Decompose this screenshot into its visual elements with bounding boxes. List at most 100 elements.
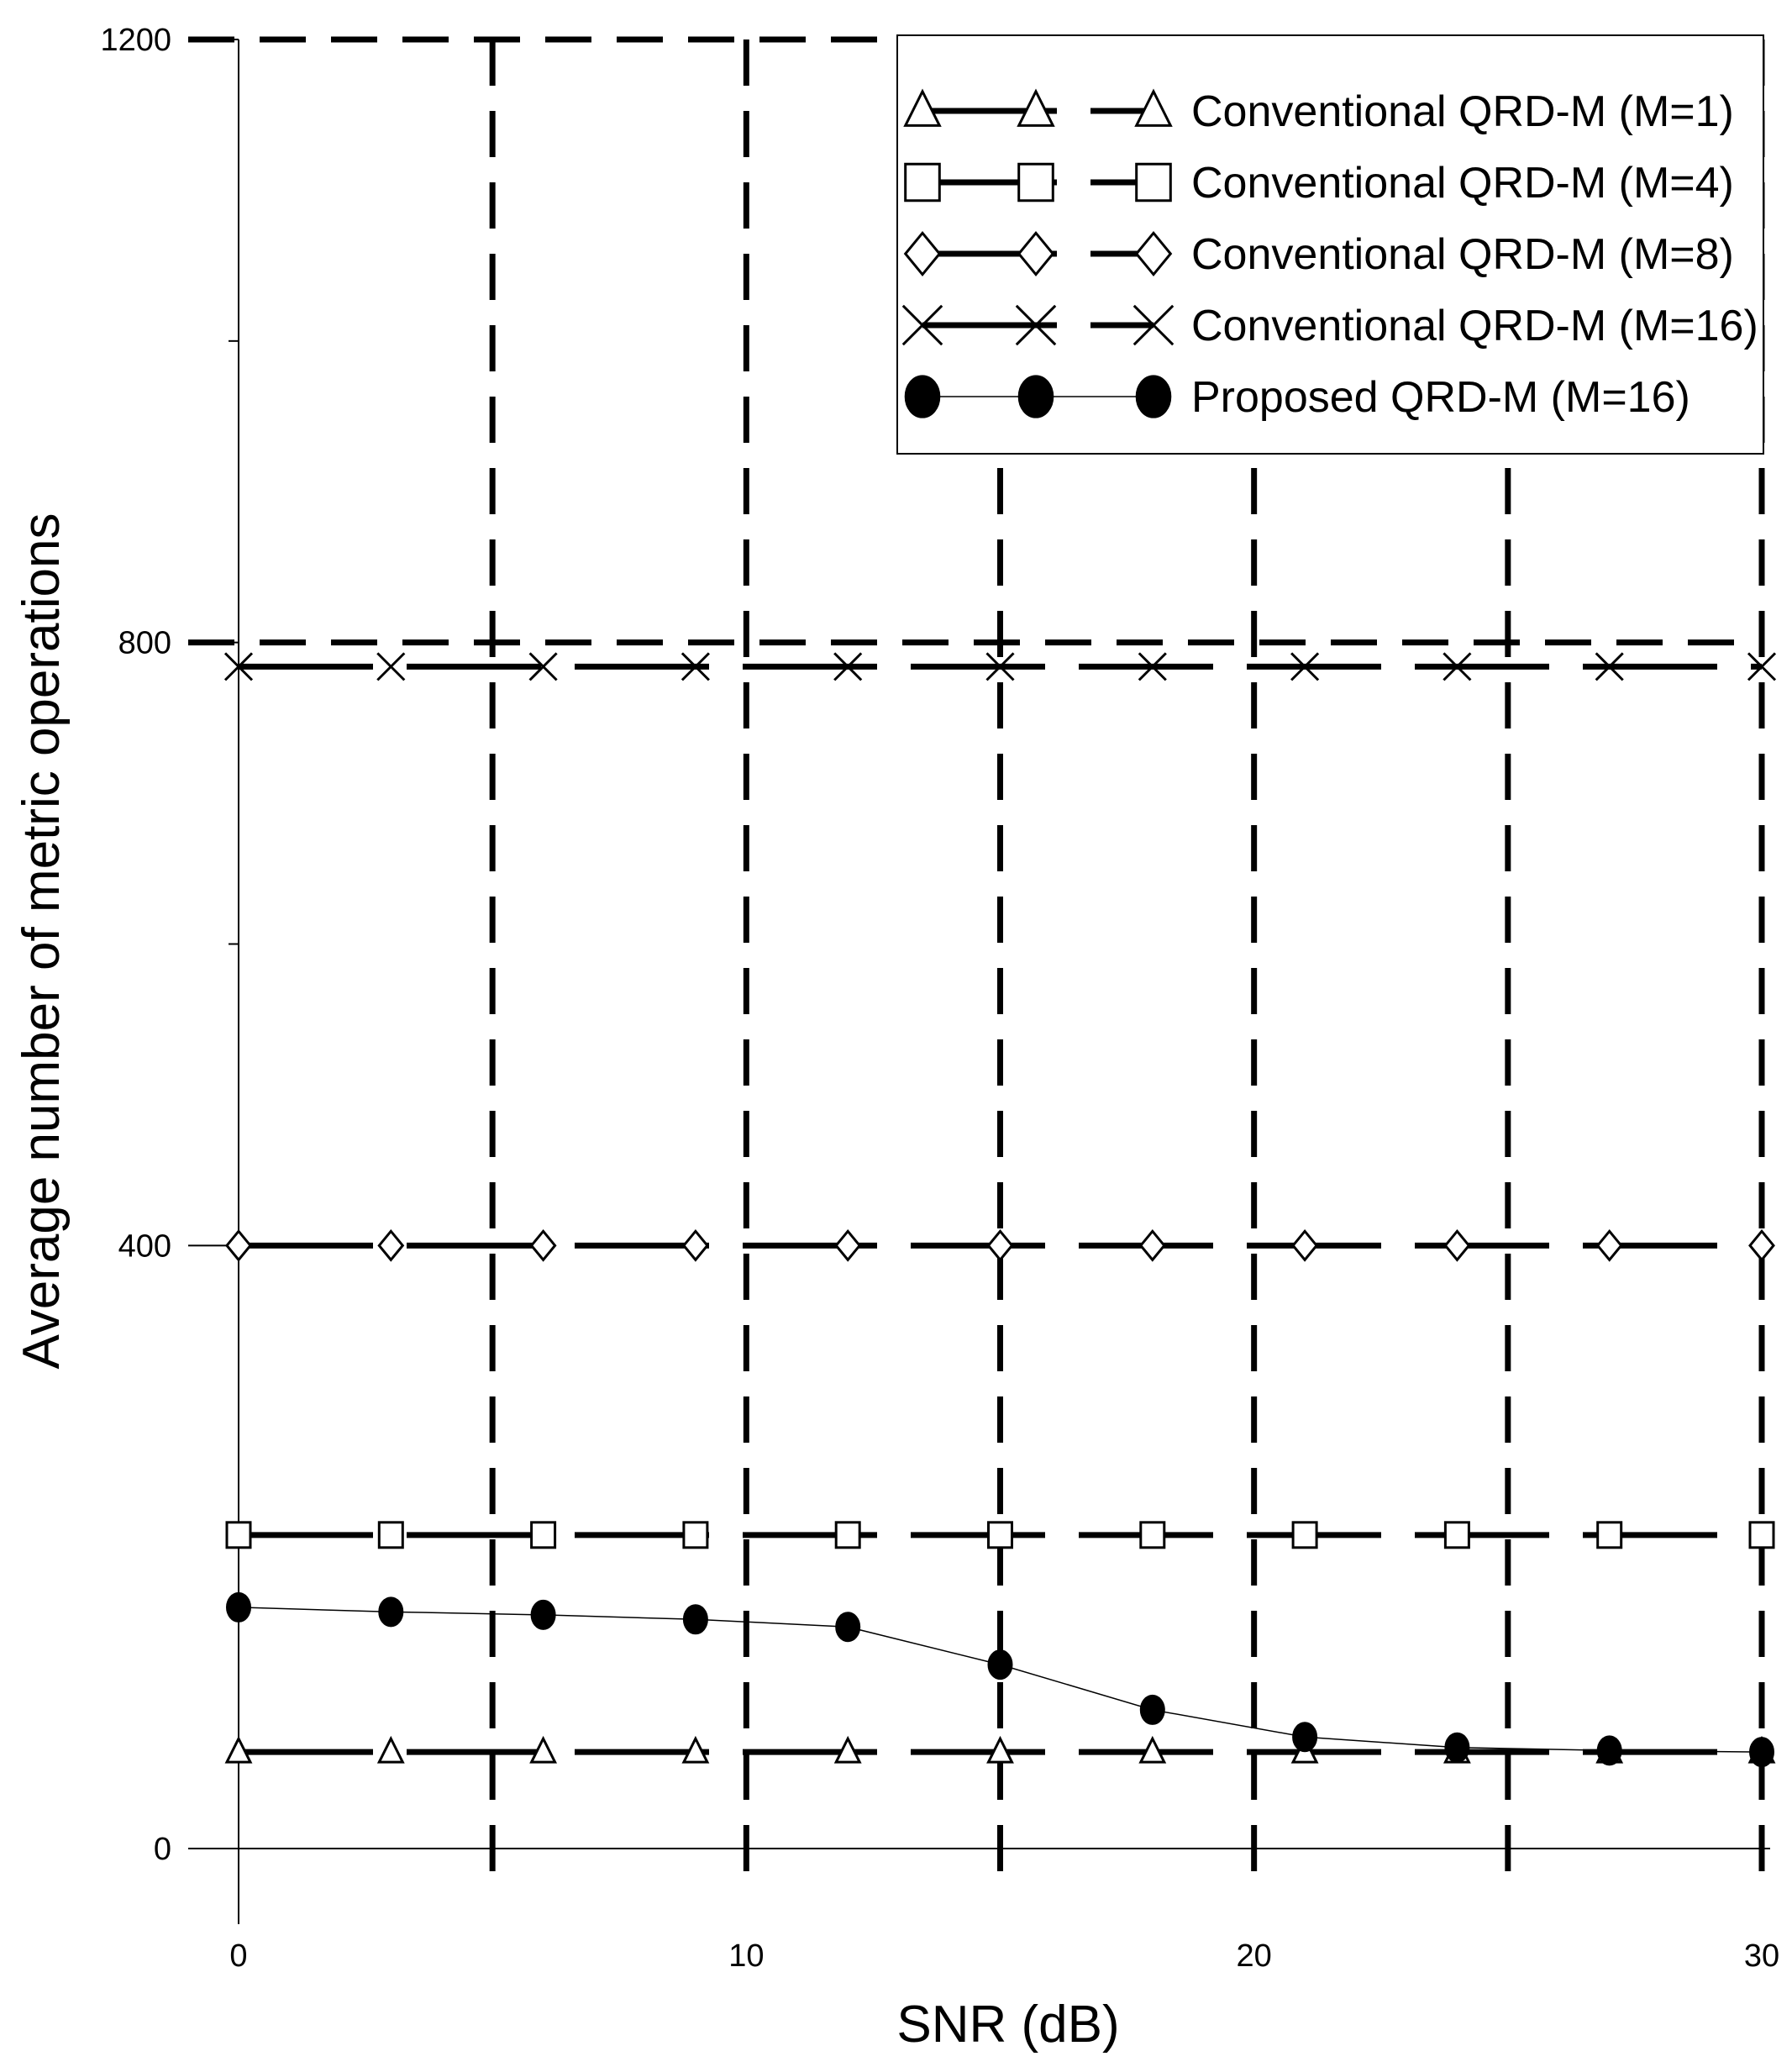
x-marker-stroke — [901, 304, 943, 346]
filled-circle-marker — [904, 375, 941, 418]
x-marker — [1595, 652, 1624, 681]
x-marker — [528, 652, 558, 681]
diamond-marker — [1138, 1228, 1166, 1262]
square-marker — [987, 1521, 1013, 1549]
series-2 — [225, 1521, 1775, 1549]
square-marker — [1291, 1521, 1318, 1549]
triangle-marker — [986, 1735, 1014, 1764]
triangle-marker — [1134, 88, 1173, 127]
x-marker-stroke — [376, 652, 406, 681]
diamond-marker — [681, 1228, 709, 1262]
x-marker-stroke — [1290, 652, 1320, 681]
triangle-marker — [1017, 88, 1055, 127]
triangle-marker — [1138, 1735, 1167, 1764]
y-tick-label: 1200 — [100, 23, 171, 58]
triangle-marker — [376, 1735, 405, 1764]
x-marker-stroke — [1595, 652, 1624, 681]
diamond-marker — [1017, 230, 1055, 277]
square-marker — [682, 1521, 709, 1549]
series-1 — [224, 1735, 1776, 1764]
legend-label: Conventional QRD-M (M=1) — [1191, 87, 1734, 136]
filled-circle-marker — [1017, 375, 1054, 418]
filled-circle-marker — [1135, 375, 1172, 418]
triangle-marker — [224, 1735, 253, 1764]
x-marker — [1290, 652, 1320, 681]
square-marker — [1596, 1521, 1623, 1549]
square-marker — [904, 162, 941, 202]
x-marker — [376, 652, 406, 681]
square-marker — [1443, 1521, 1470, 1549]
x-marker-stroke — [681, 652, 710, 681]
filled-circle-marker — [1444, 1732, 1470, 1763]
diamond-marker — [377, 1228, 405, 1262]
filled-circle-marker — [530, 1599, 556, 1630]
filled-circle-marker — [1292, 1722, 1318, 1753]
legend-entry: Conventional QRD-M (M=1) — [903, 87, 1734, 136]
series-layer — [223, 652, 1777, 1768]
diamond-marker — [986, 1228, 1014, 1262]
axis-labels: SNR (dB) Average number of metric operat… — [13, 23, 1779, 2054]
x-marker-stroke — [1015, 304, 1057, 346]
square-marker — [1139, 1521, 1166, 1549]
x-tick-label: 30 — [1744, 1938, 1779, 1974]
diamond-marker — [225, 1228, 252, 1262]
x-marker — [1138, 652, 1167, 681]
x-marker-stroke — [223, 652, 254, 681]
x-tick-label: 20 — [1237, 1938, 1272, 1974]
diamond-marker — [1134, 230, 1173, 277]
x-marker-stroke — [1138, 652, 1167, 681]
x-marker-stroke — [1443, 652, 1472, 681]
x-tick-label: 0 — [229, 1938, 247, 1974]
square-marker — [1748, 1521, 1775, 1549]
x-marker-stroke — [833, 652, 863, 681]
x-marker — [223, 652, 254, 681]
legend-entry: Proposed QRD-M (M=16) — [904, 373, 1690, 422]
filled-circle-marker — [378, 1596, 404, 1628]
series-3 — [225, 1228, 1775, 1262]
diamond-marker — [529, 1228, 557, 1262]
legend: Conventional QRD-M (M=1) Conventional QRD… — [896, 34, 1764, 455]
x-marker — [1132, 304, 1175, 346]
filled-circle-marker — [226, 1591, 251, 1623]
filled-circle-marker — [835, 1612, 861, 1643]
legend-entry: Conventional QRD-M (M=4) — [904, 159, 1734, 208]
x-tick-label: 10 — [728, 1938, 764, 1974]
triangle-marker — [681, 1735, 710, 1764]
x-marker — [681, 652, 710, 681]
diamond-marker — [903, 230, 942, 277]
filled-circle-marker — [682, 1604, 708, 1635]
series-4 — [223, 652, 1777, 681]
legend-label: Conventional QRD-M (M=4) — [1191, 159, 1734, 208]
square-marker — [225, 1521, 252, 1549]
diamond-marker — [1595, 1228, 1623, 1262]
square-marker — [377, 1521, 404, 1549]
filled-circle-marker — [1749, 1737, 1774, 1768]
square-marker — [834, 1521, 861, 1549]
series-5 — [226, 1591, 1774, 1768]
x-marker — [1747, 652, 1777, 681]
x-marker — [985, 652, 1015, 681]
y-tick-label: 800 — [118, 626, 171, 661]
diamond-marker — [1748, 1228, 1775, 1262]
filled-circle-marker — [1596, 1735, 1622, 1766]
x-marker — [901, 304, 943, 346]
legend-entry: Conventional QRD-M (M=8) — [903, 230, 1734, 279]
filled-circle-marker — [1139, 1694, 1165, 1725]
x-marker — [1443, 652, 1472, 681]
legend-label: Conventional QRD-M (M=16) — [1191, 302, 1758, 350]
y-tick-label: 0 — [154, 1832, 171, 1867]
legend-label: Proposed QRD-M (M=16) — [1191, 373, 1690, 422]
x-marker-stroke — [1747, 652, 1777, 681]
x-marker — [1015, 304, 1057, 346]
y-tick-label: 400 — [118, 1228, 171, 1264]
x-marker — [833, 652, 863, 681]
triangle-marker — [903, 88, 942, 127]
diamond-marker — [1443, 1228, 1471, 1262]
filled-circle-marker — [987, 1649, 1013, 1680]
legend-entry: Conventional QRD-M (M=16) — [901, 302, 1758, 350]
square-marker — [1135, 162, 1172, 202]
x-marker-stroke — [1132, 304, 1175, 346]
diamond-marker — [834, 1228, 862, 1262]
triangle-marker — [833, 1735, 862, 1764]
